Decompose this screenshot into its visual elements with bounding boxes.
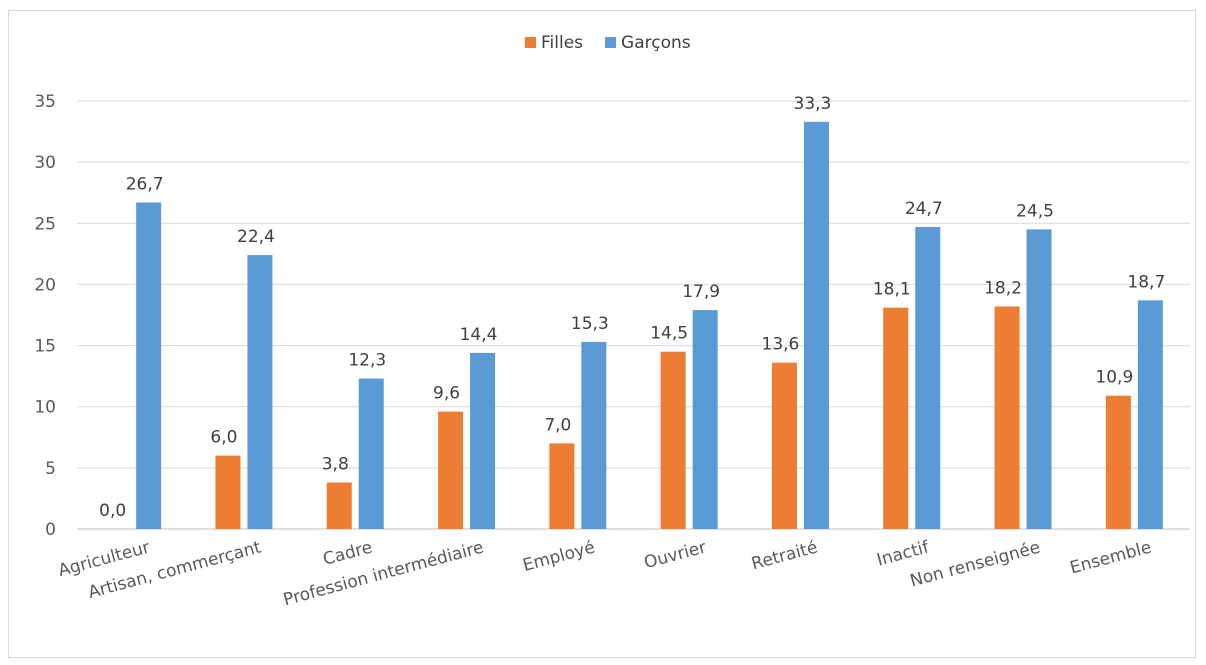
x-category-label: Ensemble [1068, 538, 1154, 579]
bar-filles [438, 411, 464, 529]
x-category-label: Cadre [321, 538, 375, 570]
bar-garcons [470, 352, 496, 529]
bar-garcons [1137, 300, 1163, 529]
data-labels: 0,0 26,7 6,0 22,4 3,8 12,3 9,6 14,4 7,0 15,3 14,5 1… [99, 94, 1165, 521]
x-category-label: Retraité [749, 538, 819, 575]
y-tick-label: 0 [45, 520, 56, 540]
bar-filles [883, 307, 909, 529]
legend-label: Garçons [621, 33, 691, 53]
bar-garcons [803, 121, 829, 529]
x-category-label: Non renseignée [908, 538, 1042, 592]
legend-swatch [605, 37, 617, 48]
y-tick-label: 5 [45, 459, 56, 479]
bar-garcons [581, 341, 607, 529]
gridlines [77, 100, 1190, 530]
legend: Filles Garçons [525, 33, 691, 53]
y-axis-ticks: 0 5 10 15 20 25 30 35 [34, 92, 56, 540]
data-label: 26,7 [126, 174, 164, 194]
y-tick-label: 10 [34, 398, 56, 418]
bar-filles [215, 455, 241, 529]
data-label: 13,6 [762, 335, 800, 355]
bar-garcons [358, 378, 384, 529]
data-label: 6,0 [210, 428, 237, 448]
data-label: 22,4 [237, 227, 275, 247]
data-label: 0,0 [99, 501, 126, 521]
x-category-label: Profession intermédiaire [281, 538, 486, 611]
data-label: 15,3 [571, 314, 609, 334]
data-label: 17,9 [682, 282, 720, 302]
legend-label: Filles [541, 33, 583, 53]
y-tick-label: 25 [34, 214, 56, 234]
data-label: 14,5 [650, 324, 688, 344]
bar-filles [326, 482, 352, 529]
bar-garcons [1026, 229, 1052, 529]
data-label: 33,3 [794, 94, 832, 114]
x-category-label: Employé [521, 538, 597, 576]
data-label: 3,8 [322, 455, 349, 475]
y-tick-label: 30 [34, 153, 56, 173]
bar-filles [771, 362, 797, 529]
bar-filles [994, 306, 1020, 529]
data-label: 18,2 [984, 278, 1022, 298]
bar-garcons [915, 226, 941, 529]
bar-garcons [692, 310, 718, 529]
data-label: 7,0 [544, 415, 571, 435]
data-label: 18,1 [873, 280, 911, 300]
data-label: 18,7 [1127, 272, 1165, 292]
y-tick-label: 20 [34, 275, 56, 295]
data-label: 24,5 [1016, 201, 1054, 221]
y-tick-label: 15 [34, 337, 56, 357]
legend-swatch [525, 37, 536, 48]
bar-filles [549, 443, 575, 529]
bars [136, 121, 1163, 530]
bar-garcons [247, 255, 273, 529]
bar-filles [660, 351, 686, 529]
bar-garcons [136, 202, 162, 530]
bar-filles [1105, 395, 1131, 529]
y-tick-label: 35 [34, 92, 56, 112]
data-label: 14,4 [460, 325, 498, 345]
x-category-label: Ouvrier [642, 538, 708, 574]
x-category-label: Inactif [875, 537, 932, 570]
data-label: 24,7 [905, 199, 943, 219]
data-label: 9,6 [433, 384, 460, 404]
data-label: 12,3 [348, 351, 386, 371]
data-label: 10,9 [1095, 368, 1133, 388]
